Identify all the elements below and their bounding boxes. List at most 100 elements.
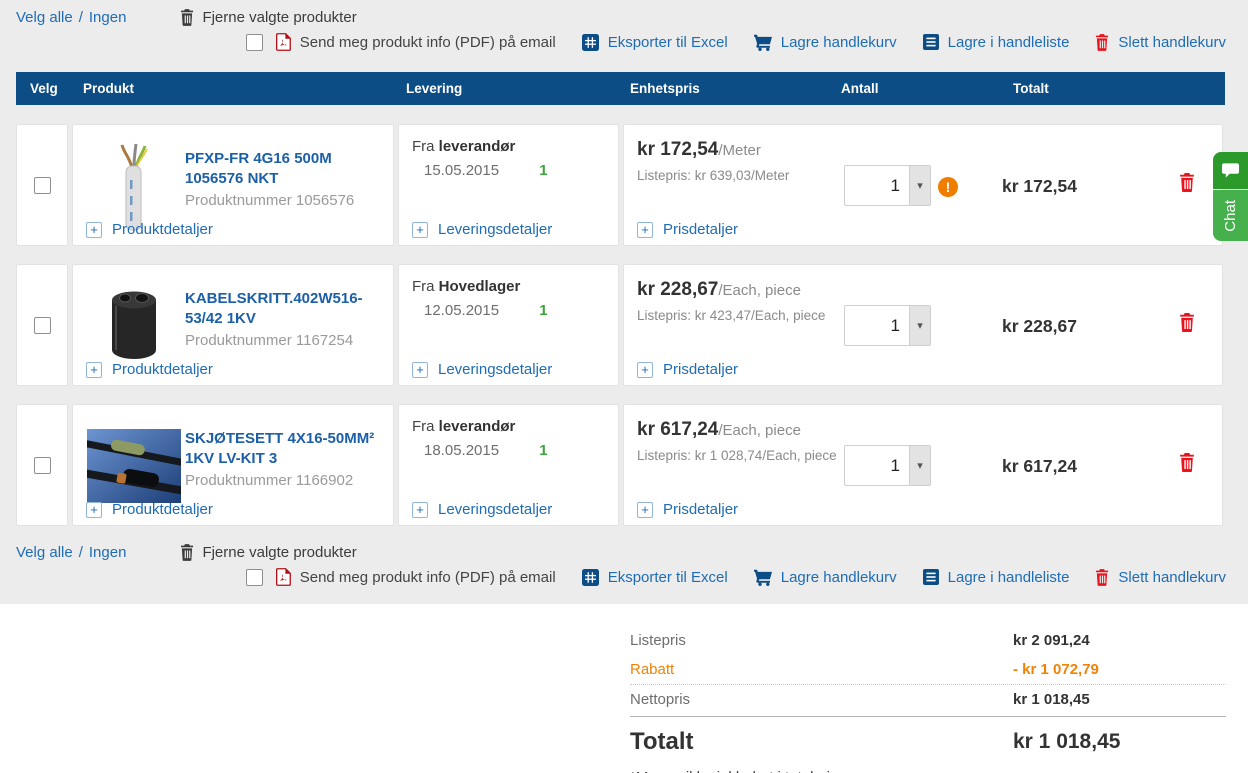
toolbar-top-selection: Velg alle / Ingen Fjerne valgte produkte… — [0, 0, 1248, 26]
list-icon — [922, 569, 939, 585]
product-details-label: Produktdetaljer — [112, 501, 213, 518]
row-total: kr 617,24 — [1002, 456, 1077, 476]
select-none-link[interactable]: Ingen — [88, 544, 127, 561]
row-select-checkbox[interactable] — [33, 176, 51, 194]
delete-row-button[interactable] — [1179, 313, 1195, 332]
price-details-toggle[interactable]: Prisdetaljer — [637, 361, 738, 378]
price-details-toggle[interactable]: Prisdetaljer — [637, 501, 738, 518]
toolbar-bottom-actions: Send meg produkt info (PDF) på email Eks… — [0, 561, 1248, 590]
column-header-enhetspris: Enhetspris — [630, 81, 700, 96]
save-cart-button[interactable]: Lagre handlekurv — [753, 569, 897, 586]
expand-plus-icon — [637, 221, 653, 238]
select-none-link[interactable]: Ingen — [88, 9, 127, 26]
delete-row-button[interactable] — [1179, 173, 1195, 192]
delivery-details-toggle[interactable]: Leveringsdetaljer — [412, 221, 552, 238]
expand-plus-icon — [637, 361, 653, 378]
summary-net-price-row: Nettopris kr 1 018,45 — [630, 684, 1226, 714]
selection-separator: / — [78, 9, 83, 26]
warning-icon[interactable]: ! — [938, 177, 958, 197]
send-pdf-option: Send meg produkt info (PDF) på email — [245, 33, 556, 51]
delete-cart-label: Slett handlekurv — [1118, 568, 1226, 586]
export-excel-button[interactable]: Eksporter til Excel — [581, 568, 728, 586]
chat-label: Chat — [1222, 199, 1239, 232]
quantity-input[interactable] — [844, 445, 910, 486]
cart-icon — [753, 569, 772, 586]
quantity-input[interactable] — [844, 305, 910, 346]
product-title-link[interactable]: SKJØTESETT 4X16-50MM² 1KV LV-KIT 3 — [185, 430, 375, 468]
price-details-toggle[interactable]: Prisdetaljer — [637, 221, 738, 238]
delivery-date: 18.05.2015 — [424, 442, 500, 459]
unit-price-unit: /Meter — [718, 142, 761, 159]
delete-row-button[interactable] — [1179, 453, 1195, 472]
unit-price: kr 172,54 — [637, 139, 719, 160]
chat-widget[interactable]: Chat — [1213, 152, 1248, 241]
column-header-produkt: Produkt — [83, 81, 135, 96]
delivery-details-toggle[interactable]: Leveringsdetaljer — [412, 361, 552, 378]
expand-plus-icon — [412, 361, 428, 378]
remove-selected-button[interactable]: Fjerne valgte produkter — [180, 9, 357, 26]
trash-icon — [180, 9, 194, 26]
product-details-toggle[interactable]: Produktdetaljer — [86, 501, 213, 518]
delivery-details-toggle[interactable]: Leveringsdetaljer — [412, 501, 552, 518]
delivery-details-label: Leveringsdetaljer — [438, 221, 553, 238]
delivery-date: 15.05.2015 — [424, 162, 500, 179]
export-excel-button[interactable]: Eksporter til Excel — [581, 33, 728, 51]
delivery-source: Fra Hovedlager — [412, 278, 521, 295]
excel-grid-icon — [581, 33, 599, 51]
save-list-button[interactable]: Lagre i handleliste — [922, 34, 1069, 51]
trash-icon — [180, 544, 194, 561]
remove-selected-button[interactable]: Fjerne valgte produkter — [180, 544, 357, 561]
send-pdf-checkbox[interactable] — [245, 568, 263, 586]
unit-price-block: kr 172,54/Meter Listepris: kr 639,03/Met… — [637, 139, 852, 186]
unit-price-unit: /Each, piece — [718, 282, 801, 299]
save-cart-button[interactable]: Lagre handlekurv — [753, 33, 897, 51]
unit-price-block: kr 228,67/Each, piece Listepris: kr 423,… — [637, 279, 852, 326]
delete-cart-button[interactable]: Slett handlekurv — [1095, 569, 1226, 586]
unit-price-unit: /Each, piece — [718, 422, 801, 439]
delivery-details-label: Leveringsdetaljer — [438, 361, 553, 378]
delivery-count: 1 — [539, 162, 548, 179]
select-all-link[interactable]: Velg alle — [16, 544, 73, 561]
quantity-dropdown-button[interactable] — [910, 165, 931, 206]
net-price-label: Nettopris — [630, 691, 691, 708]
quantity-stepper — [844, 165, 931, 206]
list-icon — [922, 34, 939, 50]
unit-price: kr 228,67 — [637, 279, 719, 300]
pdf-icon — [275, 568, 291, 586]
delivery-date-line: 18.05.2015 1 — [424, 442, 618, 459]
export-excel-label: Eksporter til Excel — [607, 568, 728, 586]
column-header-totalt: Totalt — [1013, 81, 1049, 96]
list-price: Listepris: kr 639,03/Meter — [637, 168, 790, 183]
save-cart-label: Lagre handlekurv — [780, 33, 897, 51]
delivery-date-line: 15.05.2015 1 — [424, 162, 618, 179]
send-pdf-checkbox[interactable] — [245, 33, 263, 51]
delete-cart-button[interactable]: Slett handlekurv — [1095, 34, 1226, 51]
product-title-link[interactable]: PFXP-FR 4G16 500M 1056576 NKT — [185, 150, 332, 188]
product-details-toggle[interactable]: Produktdetaljer — [86, 221, 213, 238]
expand-plus-icon — [412, 221, 428, 238]
quantity-input[interactable] — [844, 165, 910, 206]
product-image — [87, 419, 181, 513]
total-value: kr 1 018,45 — [1013, 730, 1121, 753]
product-image — [87, 139, 181, 233]
send-pdf-label: Send meg produkt info (PDF) på email — [299, 568, 556, 586]
price-details-label: Prisdetaljer — [663, 501, 739, 518]
summary-discount-row: Rabatt - kr 1 072,79 — [630, 655, 1226, 684]
save-list-button[interactable]: Lagre i handleliste — [922, 569, 1069, 586]
send-pdf-label: Send meg produkt info (PDF) på email — [299, 33, 556, 51]
chat-bubble-icon[interactable] — [1213, 152, 1248, 189]
delivery-details-label: Leveringsdetaljer — [438, 501, 553, 518]
product-title-link[interactable]: KABELSKRITT.402W516-53/42 1KV — [185, 290, 363, 328]
toolbar-top-actions: Send meg produkt info (PDF) på email Eks… — [0, 26, 1248, 60]
unit-price: kr 617,24 — [637, 419, 719, 440]
price-details-label: Prisdetaljer — [663, 221, 739, 238]
row-select-checkbox[interactable] — [33, 316, 51, 334]
column-header-velg: Velg — [30, 81, 58, 96]
row-select-checkbox[interactable] — [33, 456, 51, 474]
quantity-dropdown-button[interactable] — [910, 305, 931, 346]
chat-button[interactable]: Chat — [1213, 190, 1248, 241]
quantity-dropdown-button[interactable] — [910, 445, 931, 486]
expand-plus-icon — [86, 361, 102, 378]
product-details-toggle[interactable]: Produktdetaljer — [86, 361, 213, 378]
select-all-link[interactable]: Velg alle — [16, 9, 73, 26]
